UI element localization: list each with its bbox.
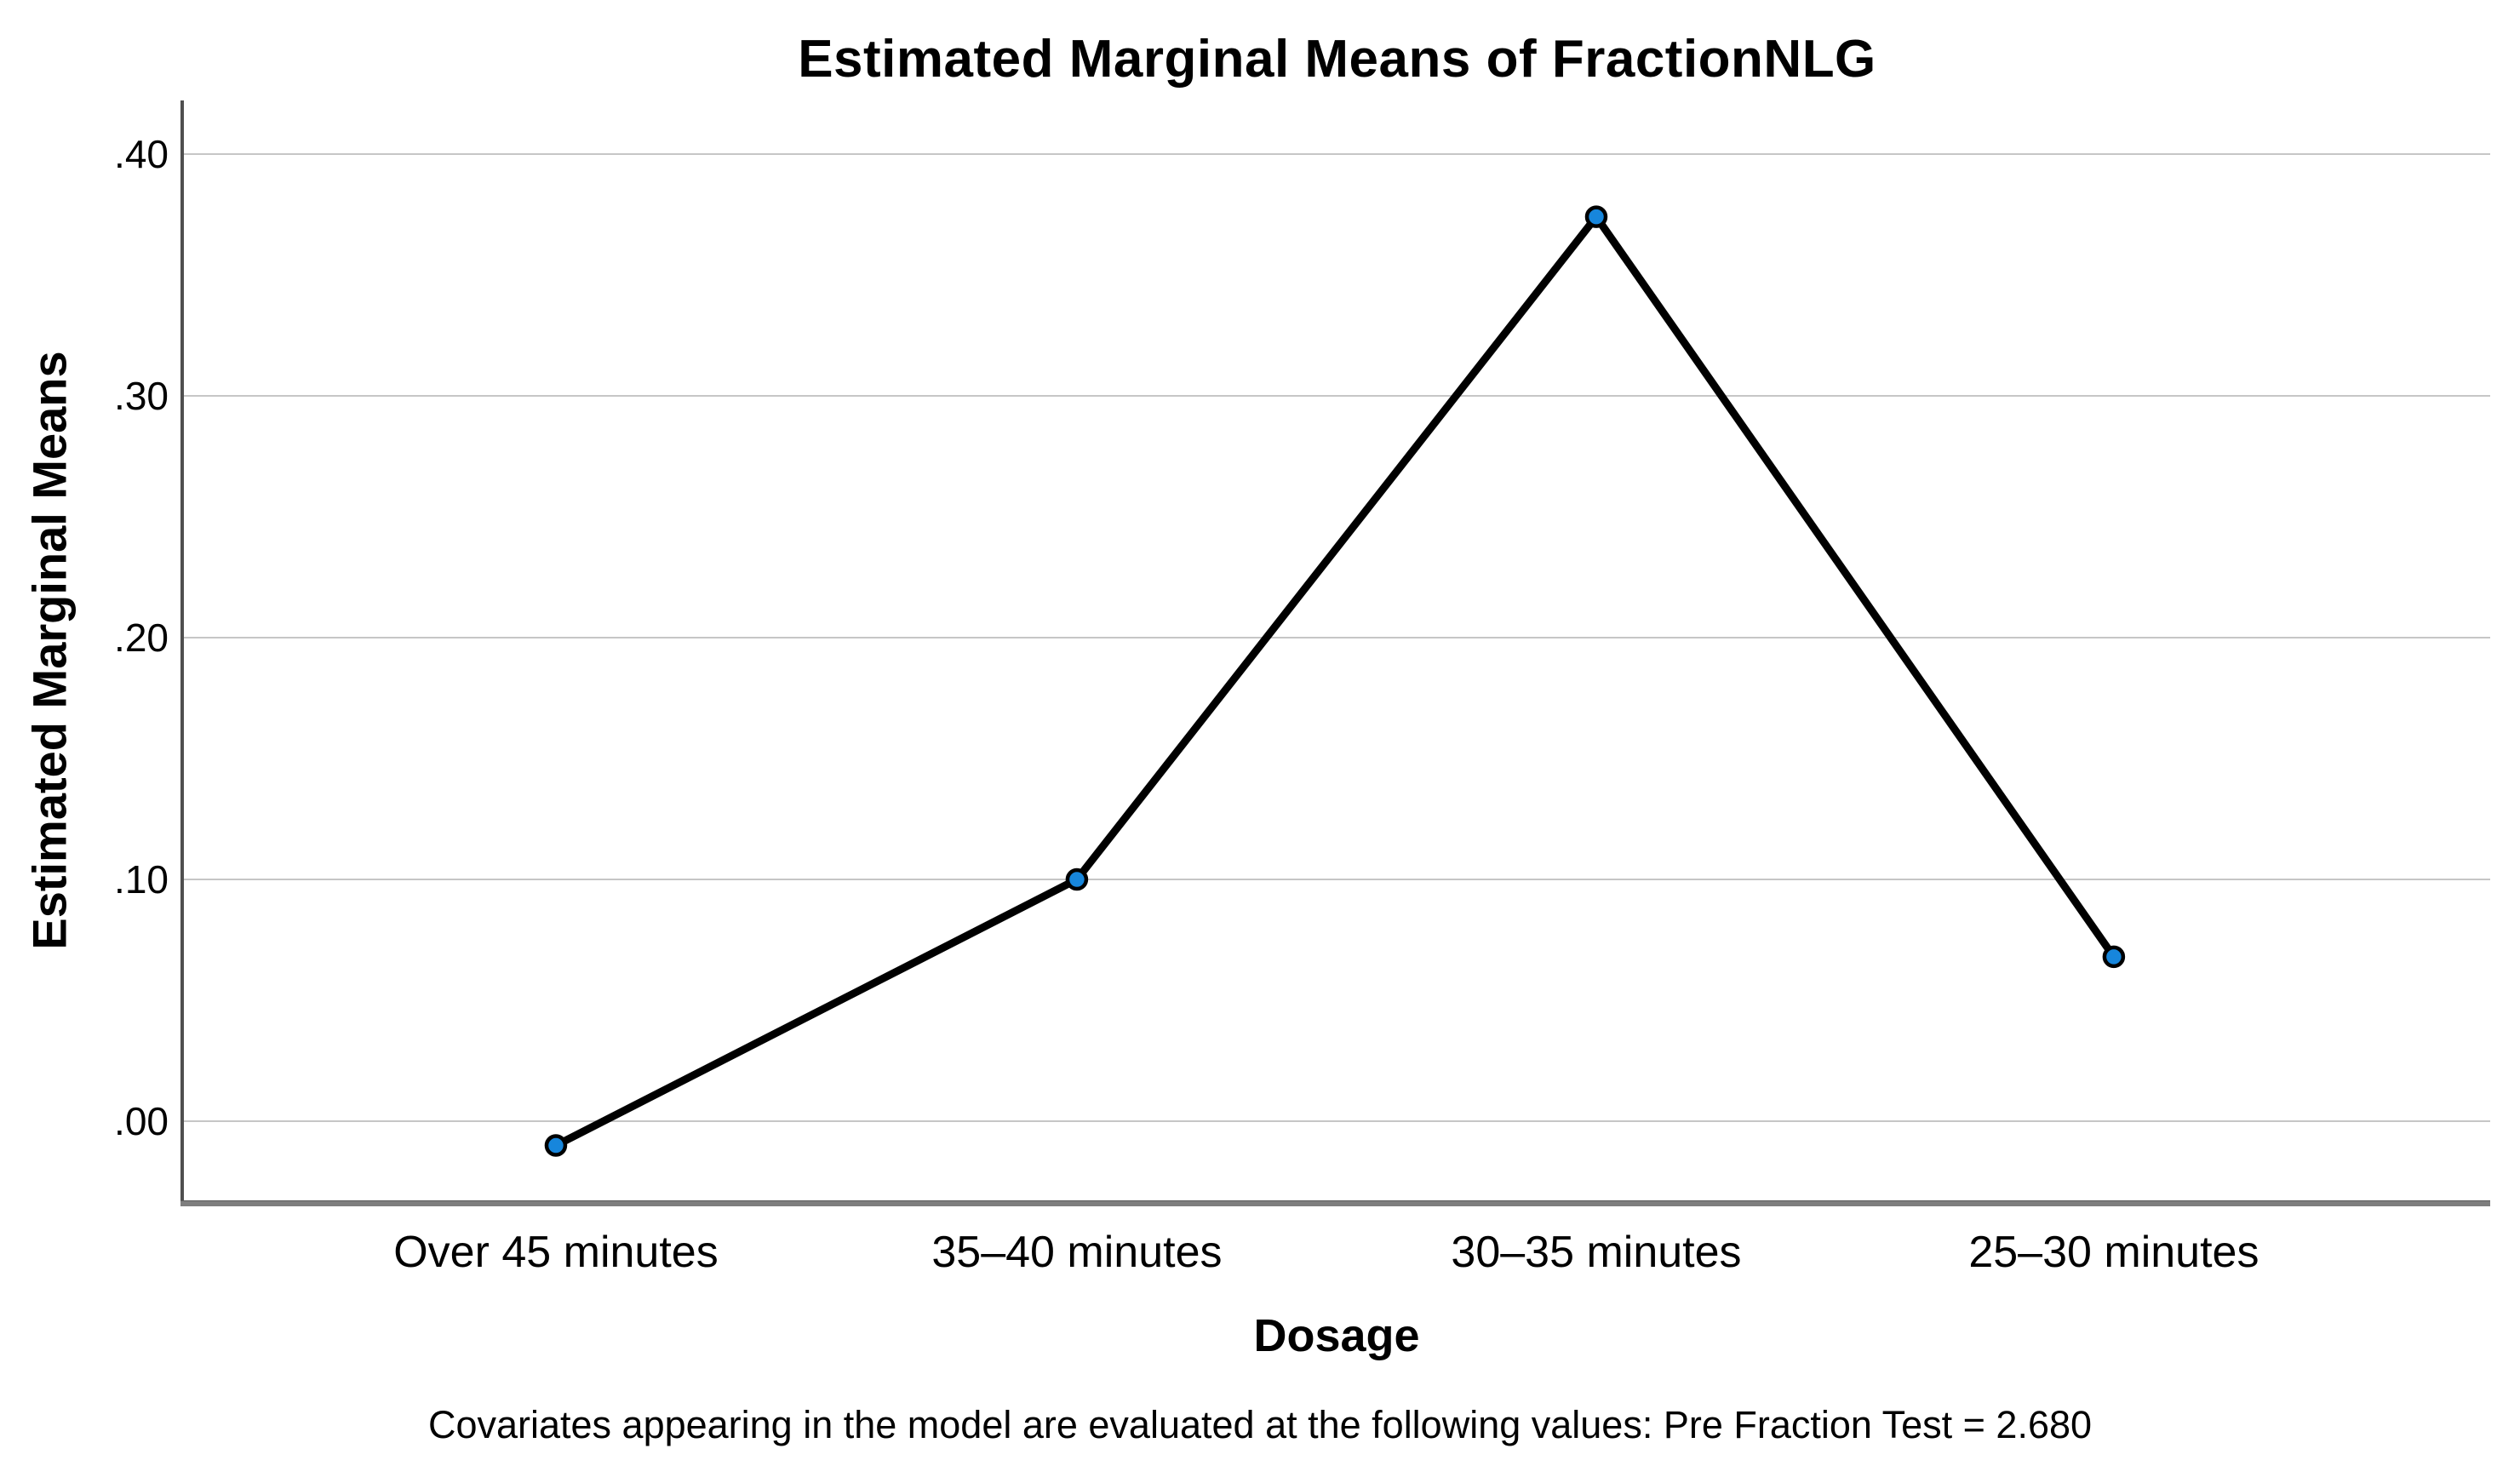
gridline-.20: [184, 636, 2490, 638]
y-tick-label: .20: [114, 615, 169, 660]
x-axis-line: [180, 1200, 2490, 1206]
gridline-.00: [184, 1120, 2490, 1123]
data-point-marker: [1584, 205, 1608, 228]
series-layer: [544, 205, 2126, 1157]
y-tick-label: .10: [114, 857, 169, 902]
y-tick-label: .30: [114, 373, 169, 418]
data-point-marker: [544, 1134, 568, 1157]
data-point-marker: [2102, 945, 2126, 969]
x-tick-label: Over 45 minutes: [393, 1228, 719, 1277]
x-axis-title: Dosage: [1253, 1310, 1420, 1361]
data-point-marker: [1065, 867, 1089, 891]
gridline-.40: [184, 152, 2490, 155]
x-tick-label: 35–40 minutes: [931, 1228, 1223, 1277]
chart-title: Estimated Marginal Means of FractionNLG: [798, 30, 1876, 89]
x-tick-label: 25–30 minutes: [1968, 1228, 2259, 1277]
y-tick-label: .00: [114, 1099, 169, 1144]
covariates-footnote: Covariates appearing in the model are ev…: [427, 1403, 2093, 1446]
x-tick-label: 30–35 minutes: [1451, 1228, 1742, 1277]
y-tick-label: .40: [114, 131, 169, 176]
gridline-.10: [184, 879, 2490, 881]
series-line: [553, 210, 2117, 1149]
gridline-.30: [184, 394, 2490, 397]
y-axis-line: [180, 100, 184, 1206]
plot-area: [184, 100, 2490, 1200]
